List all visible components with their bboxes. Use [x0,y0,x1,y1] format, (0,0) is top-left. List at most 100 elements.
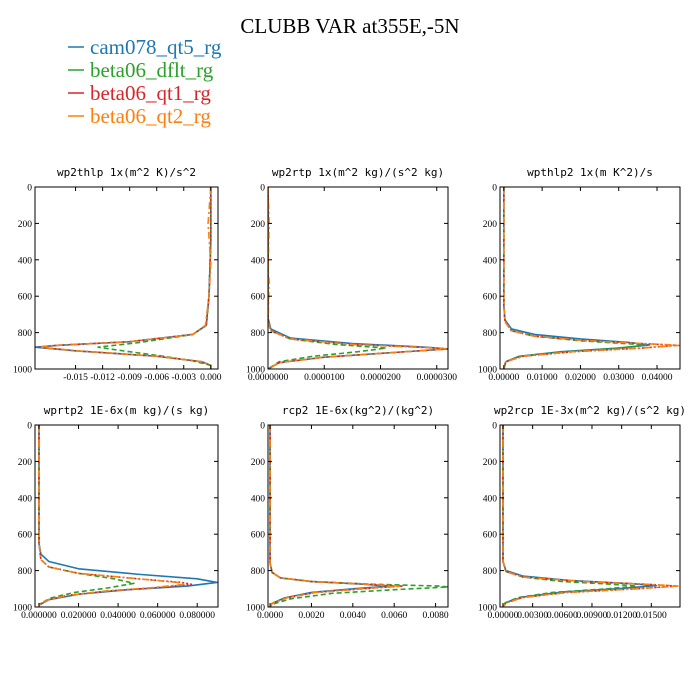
legend: cam078_qt5_rg beta06_dflt_rg beta06_qt1_… [68,35,222,128]
legend-label-beta06_dflt_rg: beta06_dflt_rg [90,58,214,82]
x-tick-label: 0.00300 [517,611,548,621]
y-tick-label: 800 [18,567,33,577]
figure-title: CLUBB VAR at355E,-5N [240,14,459,38]
panel-4: wprtp2 1E-6x(m kg)/(s kg) 0 200 400 600 800 10… [13,404,219,621]
panel-title: rcp2 1E-6x(kg^2)/(kg^2) [282,404,434,417]
y-tick-label: 800 [483,329,498,339]
series-line-beta06_qt2_rg [502,425,679,607]
x-tick-label: 0.0000200 [360,373,401,383]
x-tick-label: 0.00900 [577,611,608,621]
panel-title: wp2rtp 1x(m^2 kg)/(s^2 kg) [272,166,444,179]
y-tick-label: 0 [492,422,497,432]
y-tick-label: 0 [27,422,32,432]
y-tick-label: 1000 [246,604,265,614]
x-tick-label: 0.080000 [179,611,215,621]
legend-label-beta06_qt1_rg: beta06_qt1_rg [90,81,211,105]
x-tick-label: 0.0060 [381,611,407,621]
y-tick-label: 200 [483,458,498,468]
x-tick-label: 0.00600 [547,611,578,621]
x-tick-label: 0.00000 [488,373,519,383]
x-tick-label: 0.000 [200,373,222,383]
series-line-beta06_qt1_rg [503,187,677,369]
y-tick-label: 400 [483,256,498,266]
y-tick-label: 0 [492,184,497,194]
x-tick-label: 0.0000 [257,611,283,621]
y-tick-label: 600 [483,293,498,303]
panel-5: rcp2 1E-6x(kg^2)/(kg^2) 0 200 400 600 800 1000… [246,404,449,621]
y-tick-label: 800 [18,329,33,339]
y-tick-label: 1000 [478,604,497,614]
y-tick-label: 800 [251,567,266,577]
panel-title: wp2thlp 1x(m^2 K)/s^2 [57,166,196,179]
x-tick-label: 0.040000 [100,611,136,621]
y-tick-label: 600 [18,293,33,303]
series-group [38,425,218,606]
panel-6: wp2rcp 1E-3x(m^2 kg)/(s^2 kg) 0 200 400 600 8… [478,404,686,621]
y-tick-label: 0 [260,184,265,194]
x-tick-label: 0.0080 [423,611,449,621]
x-tick-label: -0.015 [63,373,88,383]
panel-1: wp2thlp 1x(m^2 K)/s^2 0 200 400 600 800 1000 -0… [13,166,222,383]
plot-frame [267,424,449,608]
y-tick-label: 600 [251,293,266,303]
x-tick-label: 0.000000 [21,611,57,621]
x-tick-label: 0.0000000 [248,373,289,383]
x-tick-label: 0.01000 [527,373,558,383]
y-tick-label: 200 [251,458,266,468]
x-tick-label: 0.0040 [340,611,366,621]
y-tick-label: 400 [251,256,266,266]
y-tick-label: 1000 [478,366,497,376]
series-line-beta06_dflt_rg [269,425,448,607]
y-tick-label: 400 [18,256,33,266]
series-line-beta06_dflt_rg [503,187,647,369]
x-tick-label: 0.00000 [488,611,519,621]
x-tick-label: -0.009 [117,373,142,383]
y-tick-label: 200 [18,458,33,468]
x-tick-label: 0.04000 [642,373,673,383]
x-tick-label: 0.020000 [61,611,97,621]
x-tick-label: 0.01500 [636,611,667,621]
chart-panels: wp2thlp 1x(m^2 K)/s^2 0 200 400 600 800 1000 -0… [13,166,686,621]
y-tick-label: 1000 [13,604,32,614]
x-tick-label: -0.012 [90,373,115,383]
plot-frame [499,424,681,608]
panel-title: wprtp2 1E-6x(m kg)/(s kg) [44,404,210,417]
panel-2: wp2rtp 1x(m^2 kg)/(s^2 kg) 0 200 400 600 800 1… [246,166,457,383]
y-tick-label: 800 [483,567,498,577]
y-tick-label: 400 [18,494,33,504]
series-line-beta06_qt2_rg [268,187,448,369]
series-group [503,187,680,369]
series-group [268,187,448,369]
legend-label-beta06_qt2_rg: beta06_qt2_rg [90,104,211,128]
y-tick-label: 600 [18,531,33,541]
y-tick-label: 1000 [246,366,265,376]
series-line-beta06_dflt_rg [268,187,387,369]
x-tick-label: 0.02000 [565,373,596,383]
series-line-beta06_qt1_rg [268,187,448,369]
panel-3: wpthlp2 1x(m K^2)/s 0 200 400 600 800 10000.00… [478,166,681,383]
x-tick-label: -0.006 [144,373,169,383]
x-tick-label: 0.060000 [140,611,176,621]
y-tick-label: 400 [251,494,266,504]
x-tick-label: 0.03000 [603,373,634,383]
y-tick-label: 200 [251,220,266,230]
x-tick-label: 0.01200 [606,611,637,621]
y-tick-label: 600 [483,531,498,541]
series-group [35,187,212,369]
y-tick-label: 400 [483,494,498,504]
x-tick-label: 0.0000300 [417,373,458,383]
y-tick-label: 600 [251,531,266,541]
plot-frame [34,186,219,370]
y-tick-label: 1000 [13,366,32,376]
legend-label-cam078_qt5_rg: cam078_qt5_rg [90,35,222,59]
panel-title: wp2rcp 1E-3x(m^2 kg)/(s^2 kg) [494,404,686,417]
x-tick-label: 0.0000100 [304,373,345,383]
series-group [502,425,679,607]
y-tick-label: 200 [18,220,33,230]
y-tick-label: 800 [251,329,266,339]
plot-frame [267,186,449,370]
series-line-beta06_qt2_rg [38,425,187,606]
plot-frame [499,186,681,370]
y-tick-label: 0 [27,184,32,194]
